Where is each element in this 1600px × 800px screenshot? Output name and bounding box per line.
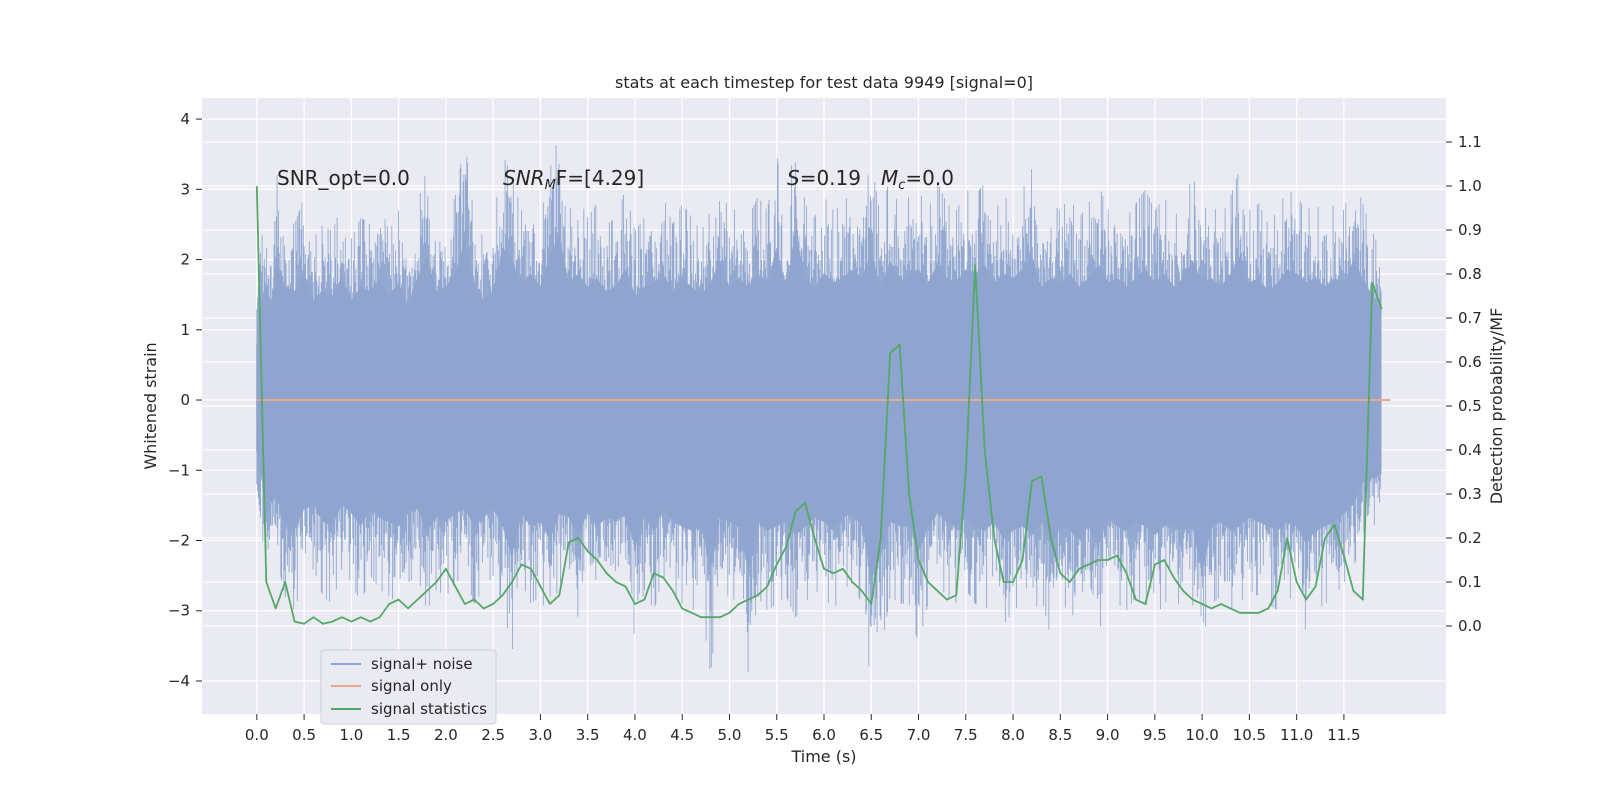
chart-title: stats at each timestep for test data 994…	[615, 73, 1033, 92]
x-tick-label: 0.0	[245, 726, 269, 744]
x-tick-label: 5.5	[765, 726, 789, 744]
y-left-tick-label: 3	[180, 180, 190, 198]
y-right-tick-label: 0.9	[1458, 221, 1482, 239]
annotation-s-value: =0.19	[800, 166, 861, 190]
y-right-tick-label: 0.7	[1458, 309, 1482, 327]
x-tick-label: 3.5	[576, 726, 600, 744]
annotation-mc-value: =0.0	[905, 166, 954, 190]
y-left-tick-label: −1	[168, 461, 190, 479]
x-tick-label: 8.5	[1048, 726, 1072, 744]
x-tick-label: 5.0	[718, 726, 742, 744]
annotation-mc-symbol: M	[881, 166, 898, 190]
x-axis-ticks: 0.0 0.5 1.0 1.5 2.0 2.5 3.0 3.5 4.0 4.5 5.0 5.5 6.0 6…	[245, 714, 1361, 744]
y-left-tick-label: 0	[180, 391, 190, 409]
x-tick-label: 2.5	[481, 726, 505, 744]
x-tick-label: 4.0	[623, 726, 647, 744]
series-signal-statistics	[255, 185, 1383, 625]
annotation-snr-mf-subscript: M	[545, 178, 556, 193]
y-left-tick-label: −3	[168, 602, 190, 620]
x-tick-label: 7.5	[954, 726, 978, 744]
x-tick-label: 10.0	[1185, 726, 1218, 744]
annotation-snr-opt: SNR_opt=0.0	[277, 166, 410, 190]
annotation-snr-mf-value: F=[4.29]	[556, 166, 644, 190]
legend-label-signal-only: signal only	[371, 677, 452, 695]
annotation-mc: Mc=0.0	[881, 166, 954, 193]
x-tick-label: 10.5	[1233, 726, 1266, 744]
y-left-tick-label: 2	[180, 251, 190, 269]
annotation-s-symbol: S	[787, 166, 800, 190]
x-tick-label: 6.0	[812, 726, 836, 744]
x-tick-label: 4.5	[670, 726, 694, 744]
annotation-s: S=0.19	[787, 166, 861, 190]
y-axis-left-label: Whitened strain	[141, 342, 160, 469]
y-axis-right-label: Detection probability/MF	[1487, 308, 1506, 505]
y-axis-right-ticks: 1.1 1.0 0.9 0.8 0.7 0.6 0.5 0.4 0.3 0.2 0.1 0.0	[1446, 133, 1482, 635]
y-left-tick-label: −2	[168, 532, 190, 550]
annotation-snr-mf-symbol: SNR	[503, 166, 545, 190]
annotation-snr-mf: SNRMF=[4.29]	[503, 166, 644, 193]
x-tick-label: 11.5	[1327, 726, 1360, 744]
x-tick-label: 1.5	[387, 726, 411, 744]
y-right-tick-label: 0.8	[1458, 265, 1482, 283]
y-right-tick-label: 0.4	[1458, 441, 1482, 459]
x-tick-label: 2.0	[434, 726, 458, 744]
y-right-tick-label: 0.6	[1458, 353, 1482, 371]
legend-label-signal-statistics: signal statistics	[371, 700, 487, 718]
legend: signal+ noise signal only signal statist…	[320, 649, 497, 725]
y-axis-left-ticks: 4 3 2 1 0 −1 −2 −3 −4	[168, 110, 202, 690]
legend-box	[320, 649, 497, 725]
y-right-tick-label: 1.0	[1458, 177, 1482, 195]
x-tick-label: 11.0	[1280, 726, 1313, 744]
x-tick-label: 6.5	[859, 726, 883, 744]
y-right-tick-label: 0.0	[1458, 617, 1482, 635]
x-tick-label: 1.0	[339, 726, 363, 744]
x-tick-label: 7.0	[907, 726, 931, 744]
y-left-tick-label: −4	[168, 672, 190, 690]
y-right-tick-label: 1.1	[1458, 133, 1482, 151]
y-right-tick-label: 0.5	[1458, 397, 1482, 415]
y-left-tick-label: 4	[180, 110, 190, 128]
x-tick-label: 9.5	[1143, 726, 1167, 744]
annotation-mc-subscript: c	[898, 178, 905, 193]
x-tick-label: 3.0	[528, 726, 552, 744]
signal-statistics-line	[255, 185, 1383, 625]
y-right-tick-label: 0.2	[1458, 529, 1482, 547]
x-tick-label: 9.0	[1096, 726, 1120, 744]
legend-label-signal-noise: signal+ noise	[371, 655, 473, 673]
y-left-tick-label: 1	[180, 321, 190, 339]
y-right-tick-label: 0.1	[1458, 573, 1482, 591]
y-right-tick-label: 0.3	[1458, 485, 1482, 503]
x-tick-label: 0.5	[292, 726, 316, 744]
x-axis-label: Time (s)	[790, 747, 856, 766]
x-tick-label: 8.0	[1001, 726, 1025, 744]
